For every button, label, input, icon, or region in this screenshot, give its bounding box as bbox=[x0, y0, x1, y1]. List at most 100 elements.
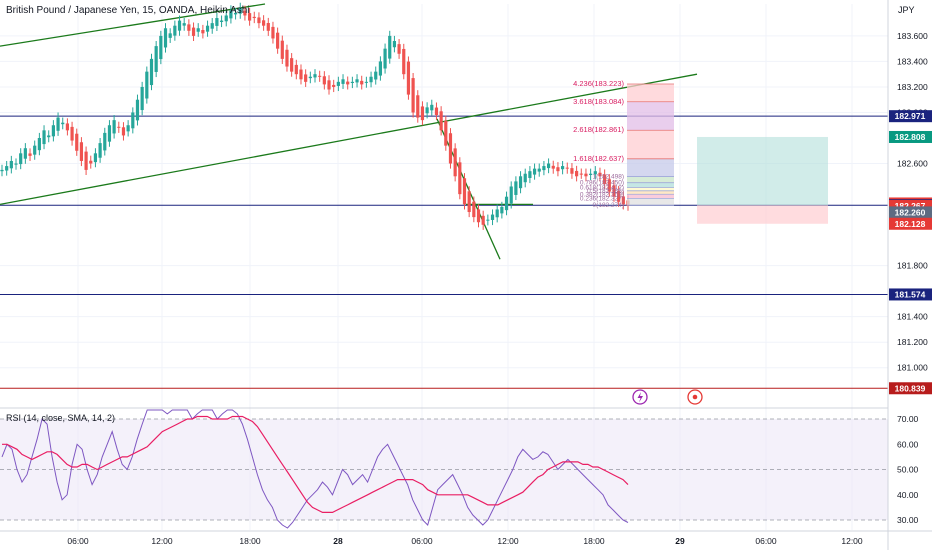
candle-body bbox=[546, 163, 551, 169]
candle-body bbox=[603, 174, 607, 184]
candle-body bbox=[233, 12, 238, 15]
candle-body bbox=[243, 10, 247, 16]
fib-level-label: 3.618(183.084) bbox=[573, 97, 624, 106]
candle-body bbox=[37, 138, 41, 151]
candle-body bbox=[140, 86, 144, 111]
price-tick-label: 183.400 bbox=[897, 56, 928, 66]
candle-body bbox=[346, 81, 350, 85]
candle-body bbox=[262, 20, 266, 26]
price-tick-label: 183.200 bbox=[897, 82, 928, 92]
candle-body bbox=[14, 163, 18, 165]
candle-body bbox=[191, 27, 196, 36]
candle-body bbox=[70, 126, 74, 141]
candle-body bbox=[56, 117, 60, 131]
candle-body bbox=[117, 126, 121, 128]
candle-body bbox=[584, 173, 588, 177]
candle-body bbox=[411, 78, 415, 113]
candle-body bbox=[266, 22, 270, 31]
candle-body bbox=[9, 160, 13, 169]
candle-body bbox=[28, 153, 32, 156]
candle-body bbox=[210, 23, 214, 29]
candle-body bbox=[0, 169, 4, 172]
candle-body bbox=[621, 196, 625, 205]
candle-body bbox=[481, 215, 485, 225]
rsi-tick-label: 40.00 bbox=[897, 490, 919, 500]
position-profit-zone bbox=[697, 136, 828, 206]
candle-body bbox=[617, 191, 621, 202]
candle-body bbox=[327, 80, 331, 90]
target-icon[interactable] bbox=[687, 389, 703, 405]
candle-body bbox=[350, 81, 354, 83]
flash-icon[interactable] bbox=[632, 389, 648, 405]
candle-body bbox=[23, 148, 27, 159]
candle-body bbox=[294, 64, 298, 75]
candle-body bbox=[304, 74, 308, 82]
candle-body bbox=[397, 44, 401, 54]
candle-body bbox=[238, 7, 242, 14]
fibonacci-extension[interactable]: 4.236(183.223) 3.618(183.084) 2.618(182.86… bbox=[573, 79, 674, 209]
candle-body bbox=[575, 170, 579, 177]
price-tag bbox=[889, 382, 932, 395]
candle-body bbox=[168, 33, 172, 38]
fib-zone bbox=[627, 84, 674, 102]
time-tick-label: 18:00 bbox=[583, 536, 605, 546]
candle-body bbox=[556, 167, 560, 172]
fib-zone bbox=[627, 190, 674, 195]
candle-body bbox=[61, 122, 65, 125]
candle-body bbox=[252, 16, 256, 19]
rsi-tick-label: 50.00 bbox=[897, 465, 919, 475]
candle-body bbox=[509, 186, 513, 204]
candle-body bbox=[374, 71, 378, 80]
price-tick-label: 183.600 bbox=[897, 31, 928, 41]
candle-body bbox=[131, 112, 135, 129]
price-tick-label: 181.400 bbox=[897, 312, 928, 322]
fib-level-label: 0.618(182.412) bbox=[580, 185, 624, 192]
candle-body bbox=[425, 107, 429, 114]
candle-body bbox=[341, 79, 345, 84]
candle-body bbox=[332, 84, 336, 87]
candle-body bbox=[523, 173, 527, 183]
candle-body bbox=[5, 166, 9, 171]
candle-body bbox=[369, 76, 373, 83]
price-tag-label: 182.267 bbox=[895, 201, 926, 211]
candle-body bbox=[280, 40, 284, 59]
fib-level-label: 1.618(182.637) bbox=[573, 154, 624, 163]
selloff-line bbox=[436, 118, 501, 260]
fib-level-label: 2.618(182.861) bbox=[573, 125, 624, 134]
candle-body bbox=[420, 106, 425, 121]
price-tag bbox=[889, 217, 932, 230]
candle-body bbox=[173, 25, 177, 36]
candle-body bbox=[93, 153, 98, 163]
fib-zone bbox=[627, 198, 674, 206]
candle-body bbox=[247, 13, 252, 21]
candle-body bbox=[570, 168, 574, 174]
candle-body bbox=[89, 160, 93, 164]
price-tag bbox=[889, 110, 932, 123]
candle-body bbox=[65, 123, 70, 131]
candle-body bbox=[551, 165, 555, 169]
price-tag bbox=[889, 288, 932, 301]
candle-body bbox=[402, 48, 406, 75]
candle-body bbox=[285, 49, 289, 67]
candle-body bbox=[79, 142, 84, 161]
fib-level-label: 4.236(183.223) bbox=[573, 79, 624, 88]
rsi-tick-label: 30.00 bbox=[897, 515, 919, 525]
fib-level-label: 0.382(182.359) bbox=[580, 191, 624, 198]
rsi-tick-label: 60.00 bbox=[897, 439, 919, 449]
rsi-tick-label: 70.00 bbox=[897, 414, 919, 424]
candle-body bbox=[462, 178, 467, 205]
long-position-tool[interactable] bbox=[697, 136, 828, 224]
price-tick-label: 181.200 bbox=[897, 337, 928, 347]
candle-body bbox=[500, 206, 504, 214]
candle-body bbox=[107, 125, 112, 142]
candle-body bbox=[47, 135, 51, 138]
price-tag-label: 182.128 bbox=[895, 219, 926, 229]
candle-body bbox=[579, 173, 583, 175]
trend-lines bbox=[0, 3, 698, 260]
price-tag-label: 182.260 bbox=[895, 207, 926, 217]
candle-body bbox=[565, 167, 569, 169]
candle-body bbox=[196, 28, 200, 32]
candle-body bbox=[504, 196, 509, 211]
